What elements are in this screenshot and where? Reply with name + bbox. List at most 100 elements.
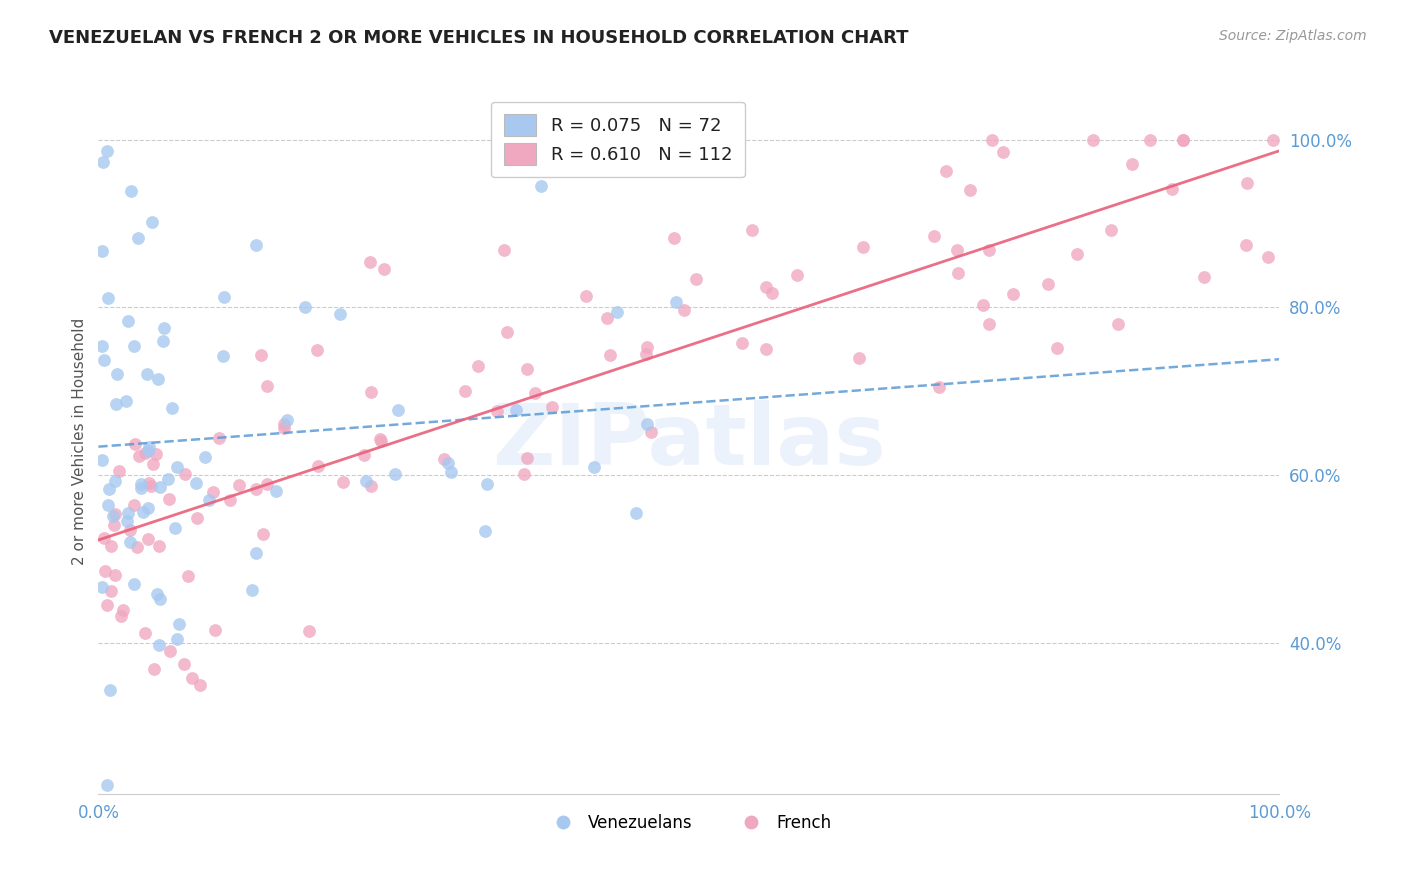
Point bbox=[145, 447, 167, 461]
Point bbox=[575, 289, 598, 303]
Point bbox=[439, 465, 461, 479]
Point bbox=[152, 320, 174, 334]
Point bbox=[1001, 287, 1024, 301]
Y-axis label: 2 or more Vehicles in Household: 2 or more Vehicles in Household bbox=[72, 318, 87, 566]
Point bbox=[202, 484, 225, 499]
Point bbox=[332, 475, 354, 489]
Point bbox=[104, 507, 127, 521]
Point bbox=[138, 501, 160, 516]
Point bbox=[1046, 341, 1069, 355]
Point bbox=[360, 478, 382, 492]
Point bbox=[848, 351, 870, 365]
Point bbox=[120, 535, 142, 549]
Point bbox=[163, 521, 186, 535]
Point bbox=[186, 510, 208, 524]
Point bbox=[516, 362, 538, 376]
Point bbox=[935, 163, 957, 178]
Point bbox=[129, 476, 152, 491]
Point bbox=[368, 432, 391, 446]
Text: Source: ZipAtlas.com: Source: ZipAtlas.com bbox=[1219, 29, 1367, 43]
Point bbox=[138, 440, 160, 454]
Point bbox=[194, 450, 217, 464]
Point bbox=[91, 155, 114, 169]
Point bbox=[252, 527, 274, 541]
Point bbox=[453, 384, 475, 398]
Point bbox=[94, 565, 117, 579]
Point bbox=[359, 255, 381, 269]
Point bbox=[273, 417, 295, 431]
Point bbox=[132, 505, 155, 519]
Point bbox=[138, 444, 160, 458]
Point bbox=[122, 577, 145, 591]
Point bbox=[264, 483, 287, 498]
Point bbox=[93, 531, 115, 545]
Point bbox=[636, 417, 658, 432]
Point bbox=[141, 215, 163, 229]
Point bbox=[979, 318, 1001, 332]
Point bbox=[146, 372, 169, 386]
Point bbox=[437, 456, 460, 470]
Point bbox=[136, 532, 159, 546]
Point bbox=[122, 339, 145, 353]
Point bbox=[149, 591, 172, 606]
Point bbox=[105, 397, 128, 411]
Point bbox=[977, 243, 1000, 257]
Point bbox=[373, 261, 395, 276]
Point bbox=[474, 524, 496, 538]
Point bbox=[516, 451, 538, 466]
Point bbox=[112, 603, 135, 617]
Point bbox=[730, 336, 752, 351]
Point bbox=[505, 403, 527, 417]
Point bbox=[540, 400, 562, 414]
Point bbox=[143, 662, 166, 676]
Point bbox=[1107, 317, 1129, 331]
Point bbox=[98, 482, 121, 496]
Point bbox=[276, 413, 298, 427]
Point bbox=[162, 401, 184, 415]
Point bbox=[96, 144, 118, 158]
Point bbox=[146, 587, 169, 601]
Point bbox=[228, 478, 250, 492]
Point bbox=[928, 380, 950, 394]
Point bbox=[97, 291, 120, 305]
Point bbox=[104, 474, 127, 488]
Point bbox=[105, 367, 128, 381]
Point bbox=[136, 367, 159, 381]
Point bbox=[173, 657, 195, 672]
Point bbox=[91, 339, 114, 353]
Point bbox=[166, 460, 188, 475]
Point bbox=[1066, 246, 1088, 260]
Point bbox=[250, 348, 273, 362]
Point bbox=[492, 243, 515, 257]
Point bbox=[672, 302, 695, 317]
Point bbox=[122, 498, 145, 512]
Point bbox=[360, 384, 382, 399]
Point bbox=[477, 477, 499, 491]
Point bbox=[96, 779, 118, 793]
Point bbox=[946, 266, 969, 280]
Point bbox=[256, 476, 278, 491]
Point bbox=[664, 231, 686, 245]
Point bbox=[91, 453, 114, 467]
Point bbox=[177, 569, 200, 583]
Point bbox=[1257, 251, 1279, 265]
Point bbox=[91, 581, 114, 595]
Point bbox=[117, 313, 139, 327]
Point bbox=[959, 183, 981, 197]
Point bbox=[188, 678, 211, 692]
Point bbox=[353, 448, 375, 462]
Point bbox=[1236, 176, 1258, 190]
Point bbox=[685, 271, 707, 285]
Point bbox=[117, 506, 139, 520]
Point bbox=[120, 523, 142, 537]
Point bbox=[114, 393, 136, 408]
Point bbox=[174, 467, 197, 482]
Text: ZIPatlas: ZIPatlas bbox=[492, 400, 886, 483]
Point bbox=[298, 624, 321, 639]
Legend: Venezuelans, French: Venezuelans, French bbox=[540, 807, 838, 838]
Point bbox=[626, 506, 648, 520]
Point bbox=[307, 343, 329, 357]
Point bbox=[273, 420, 295, 434]
Point bbox=[741, 223, 763, 237]
Point bbox=[91, 244, 114, 258]
